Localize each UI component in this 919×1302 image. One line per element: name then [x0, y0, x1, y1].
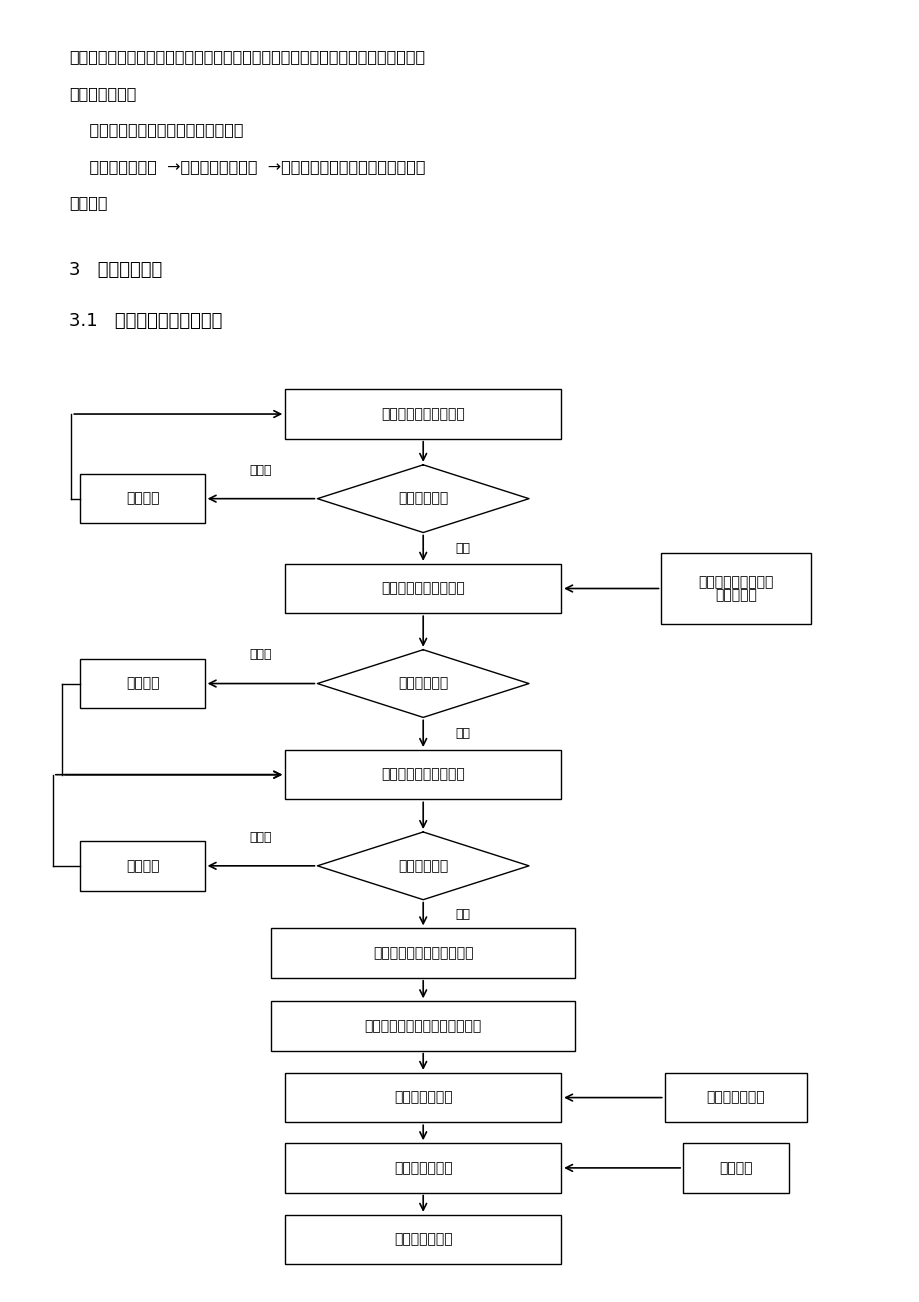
Text: 括钢筋、模板、砼和现浇构造四个分项工程每个分项工程应按楼层和伸缩缝划分成假: 括钢筋、模板、砼和现浇构造四个分项工程每个分项工程应按楼层和伸缩缝划分成假	[69, 49, 425, 65]
Text: 量检测）: 量检测）	[69, 195, 108, 211]
Text: 施工检查浇筑前的准备工作: 施工检查浇筑前的准备工作	[372, 947, 473, 960]
Bar	[285, 1215, 561, 1264]
Text: 全过程旁站监理: 全过程旁站监理	[706, 1091, 765, 1104]
Text: 施工混凝土养护: 施工混凝土养护	[393, 1161, 452, 1174]
Bar	[664, 1073, 807, 1122]
Bar	[81, 659, 205, 708]
Text: 总监或总监代表签署混凝土浇筑: 总监或总监代表签署混凝土浇筑	[364, 1019, 482, 1032]
Bar	[81, 474, 205, 523]
Text: 施工浇筑混凝土: 施工浇筑混凝土	[393, 1091, 452, 1104]
Text: 施工整改: 施工整改	[126, 677, 159, 690]
Text: 检验批验收合格  →分项工程验收合格  →子分部工程验收（包括构造实体质: 检验批验收合格 →分项工程验收合格 →子分部工程验收（包括构造实体质	[69, 159, 425, 174]
Bar	[661, 552, 810, 624]
Text: 3   监理工作流程: 3 监理工作流程	[69, 260, 162, 279]
Bar	[271, 928, 574, 978]
Text: 合格: 合格	[455, 907, 470, 921]
Bar	[271, 1001, 574, 1051]
Text: 程旁站监理: 程旁站监理	[714, 589, 756, 602]
Text: 钢筋工程隐蔽: 钢筋工程隐蔽	[398, 677, 448, 690]
Bar	[285, 1073, 561, 1122]
Bar	[285, 750, 561, 799]
Text: 不合格: 不合格	[250, 831, 272, 844]
Text: 施工钢筋工程自检合格: 施工钢筋工程自检合格	[380, 582, 465, 595]
Text: 合格: 合格	[455, 728, 470, 740]
Text: 施工模板工程自检合格: 施工模板工程自检合格	[380, 768, 465, 781]
Bar	[682, 1143, 789, 1193]
Bar	[285, 1143, 561, 1193]
Text: 施工整改: 施工整改	[126, 859, 159, 872]
Text: 验收轴线标高: 验收轴线标高	[398, 492, 448, 505]
Text: 模板工程验收: 模板工程验收	[398, 859, 448, 872]
Text: 监理巡查: 监理巡查	[719, 1161, 752, 1174]
Text: 子分部工程验收应遵循以下原那么：: 子分部工程验收应遵循以下原那么：	[69, 122, 244, 138]
Bar	[81, 841, 205, 891]
Bar	[285, 564, 561, 613]
Bar	[285, 389, 561, 439]
Text: 梁柱节点钢筋隐蔽过: 梁柱节点钢筋隐蔽过	[698, 575, 773, 589]
Text: 合格: 合格	[455, 542, 470, 555]
Text: 施工轴线标高自检合格: 施工轴线标高自检合格	[380, 408, 465, 421]
Text: 3.1   监理质量控制工作流程: 3.1 监理质量控制工作流程	[69, 312, 222, 329]
Text: 施工整改: 施工整改	[126, 492, 159, 505]
Text: 设干个检验批。: 设干个检验批。	[69, 86, 136, 102]
Text: 不合格: 不合格	[250, 464, 272, 477]
Text: 砼现浇构造验收: 砼现浇构造验收	[393, 1233, 452, 1246]
Text: 不合格: 不合格	[250, 648, 272, 661]
